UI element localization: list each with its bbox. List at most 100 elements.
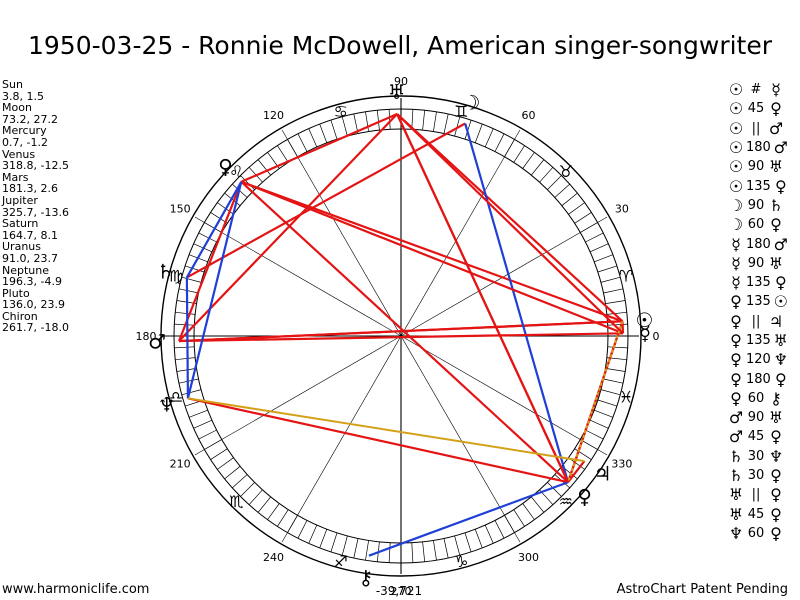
aspect-row: ♅ || ♀ bbox=[726, 485, 791, 504]
aspect-type: || bbox=[751, 120, 761, 136]
aspect-planet1-glyph: ♀ bbox=[730, 311, 742, 331]
planet-name-neptune: Neptune bbox=[2, 263, 50, 277]
aspect-planet1-glyph: ♂ bbox=[728, 427, 744, 447]
aspect-planet1-glyph: ♀ bbox=[730, 331, 742, 350]
aspect-planet1-glyph: ☉ bbox=[728, 118, 744, 138]
aspect-line-sun-uranus bbox=[396, 113, 624, 323]
aspect-row: ♅ 45 ♀ bbox=[726, 505, 791, 524]
aspect-planet2-glyph: ♀ bbox=[770, 427, 782, 447]
aspect-planet2-glyph: ♂ bbox=[768, 118, 784, 138]
aspect-line-mars-pluto bbox=[178, 181, 243, 342]
aspect-line-saturn-pluto bbox=[185, 181, 243, 278]
planet-coords-uranus: 91.0, 23.7 bbox=[2, 251, 58, 265]
degree-label-270: 270 bbox=[391, 585, 412, 598]
aspect-type: 45 bbox=[747, 429, 765, 445]
degree-label-210: 210 bbox=[170, 458, 191, 471]
aspect-line-mercury-mars bbox=[179, 332, 624, 343]
planet-coords-mercury: 0.7, -1.2 bbox=[2, 135, 48, 149]
aspect-type: 120 bbox=[746, 352, 771, 368]
planet-name-uranus: Uranus bbox=[2, 240, 41, 254]
aspect-type: || bbox=[751, 313, 761, 329]
chart-title: 1950-03-25 - Ronnie McDowell, American s… bbox=[27, 31, 773, 60]
aspect-type: 90 bbox=[747, 197, 765, 213]
aspect-list: ☉ # ☿ ☉ 45 ♀ ☉ || ♂ ☉ 180 ♂ ☉ 90 ♅ ☉ 135 ♀ ☽ 90 ♄ ☽ 60 ♀ ☿ 180 ♂ ☿ 9… bbox=[726, 80, 791, 543]
aspect-planet1-glyph: ♀ bbox=[730, 369, 742, 389]
planet-glyph-sun: ☉ bbox=[635, 308, 653, 332]
degree-label-0: 0 bbox=[653, 330, 660, 343]
zodiac-sign-glyph: ♓ bbox=[619, 387, 633, 406]
aspect-row: ☉ || ♂ bbox=[726, 119, 791, 138]
aspect-planet2-glyph: ♀ bbox=[770, 485, 782, 505]
planet-name-venus: Venus bbox=[2, 147, 36, 161]
planet-name-mercury: Mercury bbox=[2, 124, 47, 138]
aspect-type: 180 bbox=[746, 140, 771, 156]
aspect-type: # bbox=[750, 82, 762, 98]
zodiac-sign-glyph: ♏ bbox=[229, 492, 243, 511]
website-link[interactable]: www.harmoniclife.com bbox=[2, 582, 150, 597]
zodiac-sign-glyph: ♑ bbox=[454, 552, 468, 571]
aspect-type: || bbox=[751, 487, 761, 503]
aspect-planet2-glyph: ☉ bbox=[773, 292, 788, 312]
aspect-row: ☉ # ☿ bbox=[726, 80, 791, 99]
aspect-planet2-glyph: ♆ bbox=[768, 446, 784, 466]
aspect-line-uranus-venus bbox=[396, 113, 570, 483]
aspect-row: ♀ 180 ♀ bbox=[726, 369, 791, 389]
aspect-row: ♂ 90 ♅ bbox=[726, 408, 791, 427]
planet-glyph-mars: ♂ bbox=[148, 330, 166, 354]
aspect-type: 45 bbox=[747, 506, 765, 522]
aspect-type: 60 bbox=[747, 390, 765, 406]
aspect-planet1-glyph: ☿ bbox=[731, 273, 741, 293]
aspect-planet2-glyph: ♀ bbox=[770, 523, 782, 543]
aspect-type: 90 bbox=[747, 159, 765, 175]
aspect-planet2-glyph: ♀ bbox=[774, 369, 787, 389]
planet-glyph-neptune: ♆ bbox=[158, 392, 176, 416]
patent-notice: AstroChart Patent Pending bbox=[616, 582, 788, 597]
planet-coords-venus: 318.8, -12.5 bbox=[2, 159, 69, 173]
aspect-line-venus-neptune bbox=[187, 397, 569, 484]
aspect-type: 30 bbox=[747, 468, 765, 484]
aspect-planet1-glyph: ♅ bbox=[728, 504, 744, 524]
planet-coords-jupiter: 325.7, -13.6 bbox=[2, 205, 69, 219]
aspect-row: ♄ 30 ♀ bbox=[726, 466, 791, 485]
planet-name-chiron: Chiron bbox=[2, 309, 38, 323]
bottom-value-label: -39,721 bbox=[376, 584, 422, 598]
aspect-line-sun-mars bbox=[179, 320, 623, 343]
degree-label-60: 60 bbox=[522, 109, 536, 122]
aspect-row: ☿ 135 ♀ bbox=[726, 273, 791, 292]
degree-label-300: 300 bbox=[518, 551, 539, 564]
degree-label-330: 330 bbox=[611, 458, 632, 471]
degree-label-150: 150 bbox=[170, 203, 191, 216]
aspect-row: ♄ 30 ♆ bbox=[726, 447, 791, 466]
aspect-line-saturn-neptune bbox=[185, 277, 190, 399]
planet-coords-neptune: 196.3, -4.9 bbox=[2, 275, 62, 289]
zodiac-sign-glyph: ♉ bbox=[559, 162, 573, 181]
aspect-type: 135 bbox=[746, 294, 771, 310]
aspect-type: 45 bbox=[747, 101, 765, 117]
planet-glyph-saturn: ♄ bbox=[157, 260, 175, 284]
aspect-row: ☉ 45 ♀ bbox=[726, 99, 791, 118]
planet-coords-mars: 181.3, 2.6 bbox=[2, 182, 58, 196]
aspect-planet1-glyph: ☉ bbox=[728, 80, 744, 100]
aspect-planet2-glyph: ♄ bbox=[768, 195, 784, 215]
aspect-planet2-glyph: ♅ bbox=[768, 253, 784, 273]
aspect-planet2-glyph: ♀ bbox=[774, 176, 787, 196]
aspect-type: 135 bbox=[746, 275, 771, 291]
division-line bbox=[194, 216, 608, 456]
aspect-line-neptune-jupiter bbox=[187, 397, 585, 463]
aspect-row: ☽ 90 ♄ bbox=[726, 196, 791, 215]
aspect-type: 135 bbox=[746, 178, 771, 194]
aspect-planet1-glyph: ☿ bbox=[731, 234, 741, 254]
aspect-planet2-glyph: ♀ bbox=[770, 466, 782, 486]
aspect-line-mercury-pluto bbox=[240, 180, 624, 335]
aspect-planet1-glyph: ♀ bbox=[730, 388, 742, 408]
aspect-planet1-glyph: ♄ bbox=[728, 466, 744, 486]
aspect-line-moon-venus bbox=[464, 123, 570, 483]
planet-glyph-pluto: ♀ bbox=[218, 155, 233, 179]
degree-label-120: 120 bbox=[263, 109, 284, 122]
aspect-line-sun-venus bbox=[567, 320, 624, 483]
aspect-line-venus-chiron bbox=[368, 481, 569, 557]
planet-name-saturn: Saturn bbox=[2, 217, 39, 231]
planet-glyph-moon: ☽ bbox=[463, 90, 481, 114]
planet-name-mars: Mars bbox=[2, 170, 29, 184]
